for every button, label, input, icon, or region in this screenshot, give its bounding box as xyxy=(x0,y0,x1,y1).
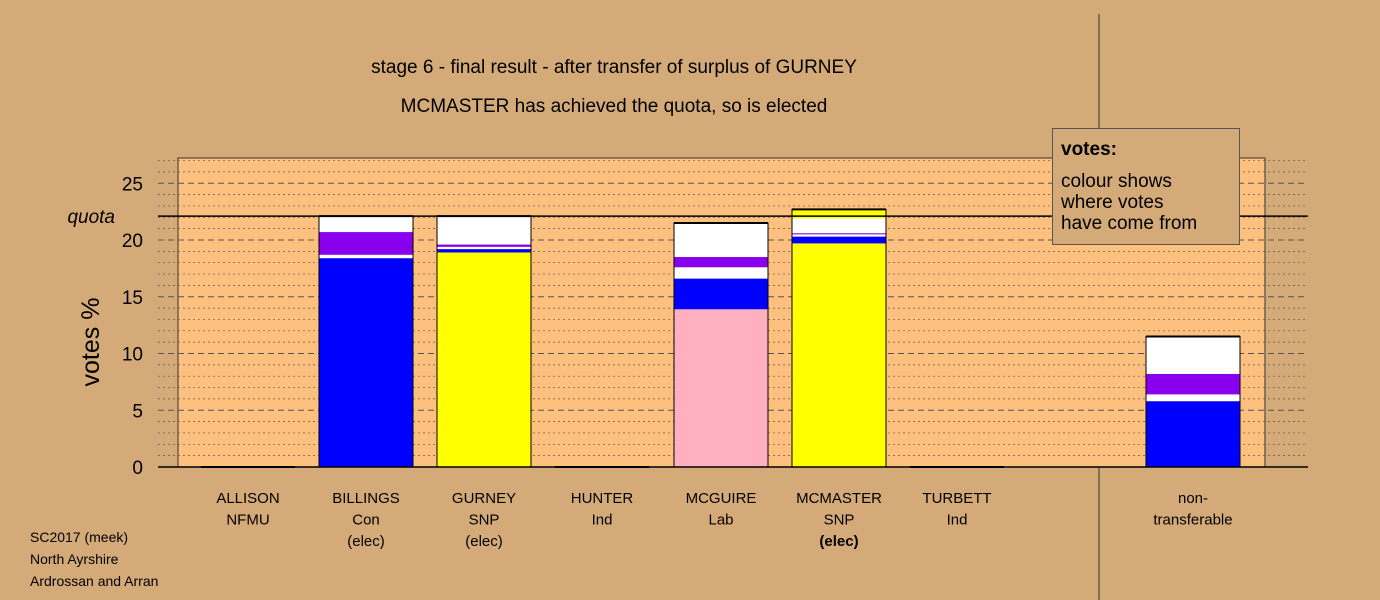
candidate-name: ALLISON xyxy=(216,490,279,507)
bar-segment xyxy=(674,278,768,310)
bar-segment xyxy=(437,244,531,247)
candidate-name: BILLINGS xyxy=(332,490,400,507)
bar-segment xyxy=(1146,394,1240,402)
bar-segment xyxy=(1146,401,1240,467)
bar-segment xyxy=(792,236,886,244)
bar-segment xyxy=(674,222,768,258)
candidate-status: (elec) xyxy=(347,533,385,550)
y-tick-label: 5 xyxy=(132,401,143,422)
bar-segment xyxy=(319,232,413,255)
chart-title: stage 6 - final result - after transfer … xyxy=(371,57,857,78)
footer-election: SC2017 (meek) xyxy=(30,529,129,545)
candidate-name: MCGUIRE xyxy=(686,490,757,507)
y-tick-label: 25 xyxy=(122,174,143,195)
candidate-party: Ind xyxy=(947,512,968,529)
nontransferable-label: non- xyxy=(1178,490,1208,507)
footer-council: North Ayrshire xyxy=(30,551,119,567)
candidate-name: GURNEY xyxy=(452,490,516,507)
y-axis-label: votes % xyxy=(77,298,105,387)
bar-segment xyxy=(319,258,413,467)
bar-segment xyxy=(674,309,768,467)
candidate-name: MCMASTER xyxy=(796,490,882,507)
legend-line-2: where votes xyxy=(1061,192,1164,213)
bar-segment xyxy=(437,246,531,250)
y-axis: 0 5 10 15 20 25 xyxy=(122,174,1308,479)
bar-segment xyxy=(792,243,886,467)
bar-segment xyxy=(437,216,531,245)
bar-segment xyxy=(437,252,531,467)
legend-line-1: colour shows xyxy=(1061,171,1172,192)
footer-info: SC2017 (meek) North Ayrshire Ardrossan a… xyxy=(30,526,158,592)
bar-segment xyxy=(674,257,768,268)
bar-segment xyxy=(792,209,886,219)
bar-segment xyxy=(674,267,768,279)
bar-segment xyxy=(437,249,531,253)
bar-segment xyxy=(1146,373,1240,395)
y-tick-label: 10 xyxy=(122,345,143,366)
bar-segment xyxy=(319,254,413,259)
bars xyxy=(201,208,1241,468)
y-tick-label: 0 xyxy=(132,458,143,479)
y-tick-label: 15 xyxy=(122,288,143,309)
legend: votes: colour shows where votes have com… xyxy=(1052,128,1240,245)
candidate-party: SNP xyxy=(469,512,500,529)
footer-ward: Ardrossan and Arran xyxy=(30,573,159,589)
candidate-party: Lab xyxy=(708,512,733,529)
candidate-name: HUNTER xyxy=(571,490,634,507)
candidate-name: TURBETT xyxy=(922,490,991,507)
quota-label: quota xyxy=(67,207,115,228)
legend-line-3: have come from xyxy=(1061,213,1198,234)
candidate-status: (elec) xyxy=(819,533,858,550)
candidate-party: Ind xyxy=(592,512,613,529)
bar-segment xyxy=(792,234,886,237)
legend-text: colour shows where votes have come from xyxy=(1061,171,1231,234)
bar-segment xyxy=(792,233,886,235)
x-axis-labels: ALLISON NFMU BILLINGS Con (elec) GURNEY SNP (el… xyxy=(216,490,1232,550)
bar-segment xyxy=(1146,336,1240,374)
nontransferable-label: transferable xyxy=(1153,512,1232,529)
y-tick-label: 20 xyxy=(122,231,143,252)
bar-segment xyxy=(792,218,886,234)
legend-title: votes: xyxy=(1061,139,1117,160)
candidate-status: (elec) xyxy=(465,533,503,550)
bar-segment xyxy=(319,216,413,233)
candidate-party: SNP xyxy=(824,512,855,529)
chart-subtitle: MCMASTER has achieved the quota, so is e… xyxy=(401,96,828,117)
candidate-party: Con xyxy=(352,512,380,529)
candidate-party: NFMU xyxy=(226,512,269,529)
